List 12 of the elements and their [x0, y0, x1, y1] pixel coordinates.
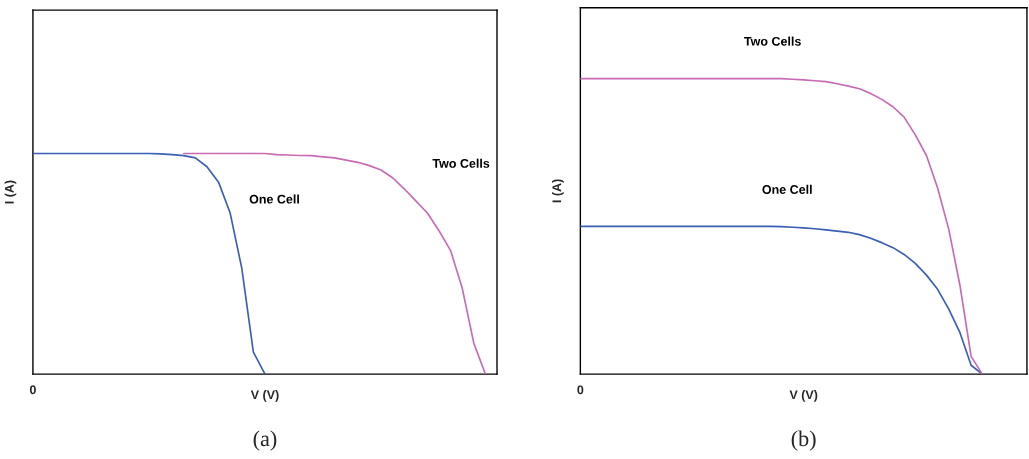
text: (a) [253, 430, 277, 451]
text: 0 [577, 385, 584, 395]
x-axis-title: V (V) [250, 390, 279, 402]
series-label: One Cell [249, 194, 299, 204]
x-axis-title: V (V) [789, 390, 818, 402]
text: Two Cells [744, 36, 801, 46]
text: Two Cells [432, 158, 490, 168]
y-axis-title: I (A) [552, 179, 564, 203]
text: One Cell [762, 184, 812, 194]
text: 0 [29, 385, 36, 395]
y-axis-title: I (A) [4, 180, 17, 204]
text: (b) [791, 430, 816, 451]
